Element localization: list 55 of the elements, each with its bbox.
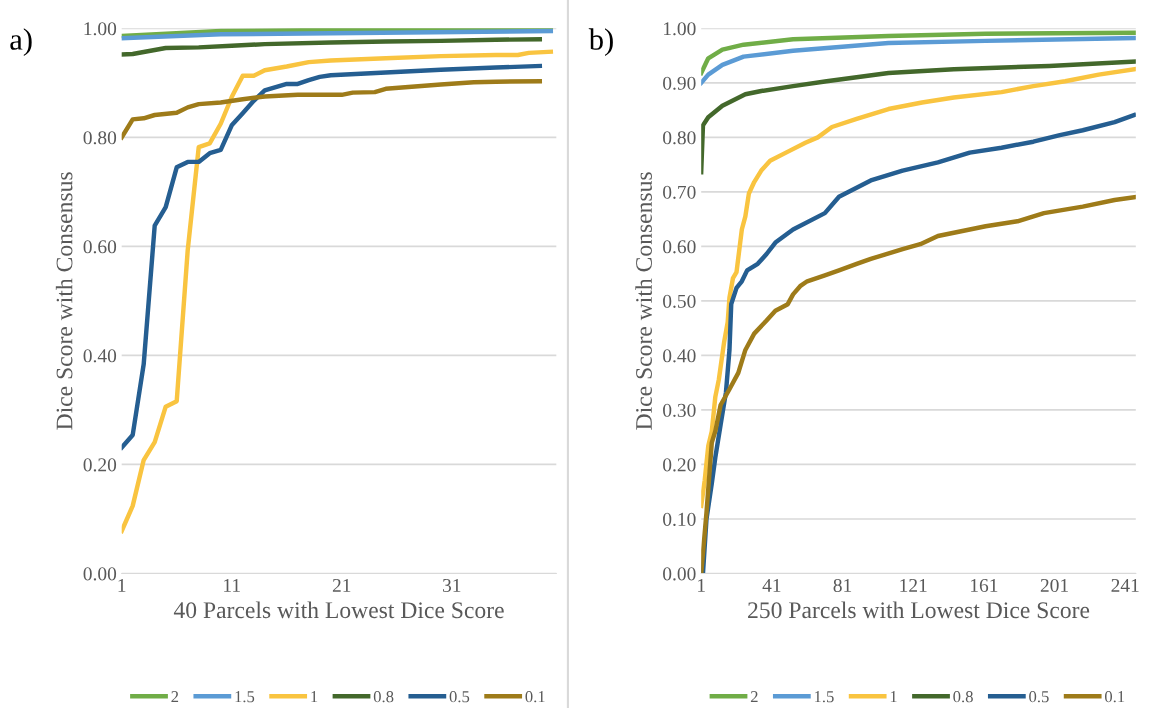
y-tick-label: 0.90 — [663, 76, 696, 90]
legend-label: 0.5 — [1029, 691, 1049, 703]
legend-label: 1 — [311, 691, 318, 703]
y-tick-label: 0.60 — [663, 240, 696, 254]
line-series — [121, 37, 543, 57]
text: b) — [588, 28, 613, 57]
legend-label: 0.8 — [953, 691, 973, 703]
y-tick-label: 1.00 — [84, 22, 117, 36]
x-axis-title: 250 Parcels with Lowest Dice Score — [748, 601, 1090, 619]
x-tick-label: 201 — [1040, 578, 1068, 593]
x-tick-label: 1 — [698, 579, 705, 592]
x-tick-label: 1 — [118, 579, 126, 592]
line-series — [701, 35, 1136, 86]
y-tick-label: 0.40 — [663, 349, 696, 363]
line-series — [701, 59, 1136, 175]
legend-label: 0.5 — [449, 691, 470, 703]
legend-label: 0.1 — [525, 691, 545, 703]
legend-label: 2 — [750, 691, 758, 703]
line-series — [121, 49, 554, 534]
line-series — [121, 63, 543, 450]
x-tick-label: 241 — [1111, 578, 1139, 592]
y-axis-title: Dice Score with Consensus — [55, 172, 73, 430]
line-series — [121, 78, 543, 140]
y-tick-label: 0.20 — [83, 458, 117, 472]
legend-label: 0.1 — [1104, 691, 1125, 703]
y-tick-label: 0.80 — [83, 131, 117, 145]
x-tick-label: 81 — [833, 578, 852, 593]
y-axis-title: Dice Score with Consensus — [635, 172, 652, 430]
legend-label: 1.5 — [814, 691, 834, 703]
y-tick-label: 0.20 — [663, 458, 696, 472]
y-tick-label: 0.30 — [663, 403, 696, 417]
x-tick-label: 161 — [971, 578, 998, 593]
legend-label: 1.5 — [235, 691, 255, 703]
line-series — [701, 195, 1136, 574]
y-tick-label: 0.50 — [663, 294, 696, 308]
x-tick-label: 11 — [224, 579, 240, 592]
legend-label: 1 — [890, 691, 897, 703]
text: a) — [10, 28, 32, 57]
y-tick-label: 0.40 — [83, 349, 117, 363]
y-tick-label: 0.10 — [663, 512, 696, 526]
x-tick-label: 31 — [443, 578, 461, 593]
y-tick-label: 0.80 — [663, 131, 696, 145]
y-tick-label: 0.00 — [83, 567, 117, 581]
x-axis-title: 40 Parcels with Lowest Dice Score — [173, 601, 504, 619]
x-tick-label: 121 — [900, 578, 927, 592]
legend-label: 0.8 — [373, 691, 394, 703]
y-tick-label: 0.00 — [663, 567, 696, 581]
legend-label: 2 — [171, 691, 179, 703]
x-tick-label: 21 — [332, 578, 351, 592]
x-tick-label: 41 — [762, 579, 781, 592]
y-tick-label: 0.60 — [83, 240, 117, 254]
line-series — [701, 30, 1136, 76]
y-tick-label: 1.00 — [664, 22, 696, 36]
line-series — [701, 66, 1136, 509]
y-tick-label: 0.70 — [663, 185, 696, 199]
